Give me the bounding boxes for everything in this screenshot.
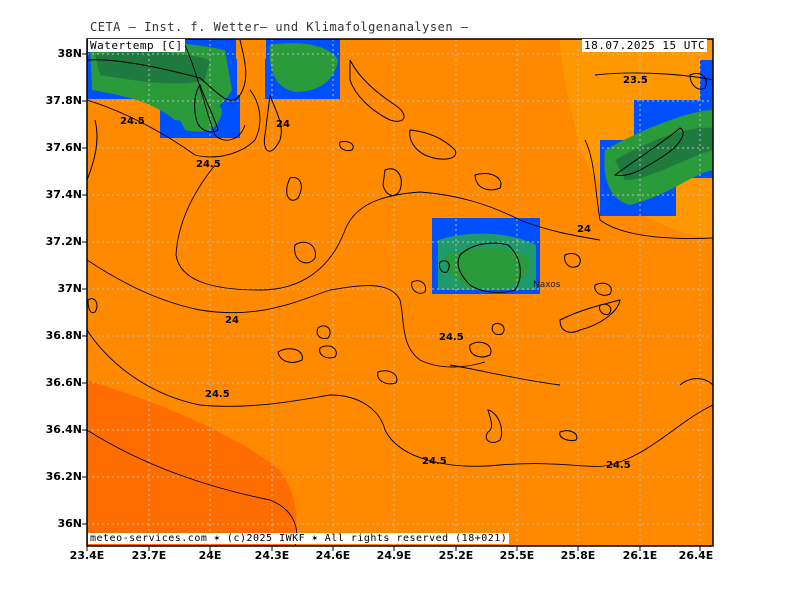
map-frame <box>86 38 714 547</box>
lat-label: 37N <box>57 282 82 295</box>
lat-label: 36.8N <box>45 329 82 342</box>
contour-label: 24 <box>276 119 290 130</box>
contour-label: 24.5 <box>422 456 447 467</box>
lon-label: 23.4E <box>69 549 105 562</box>
lat-label: 36N <box>57 517 82 530</box>
lon-label: 25.5E <box>499 549 535 562</box>
lon-label: 24.3E <box>254 549 290 562</box>
chart-title: CETA — Inst. f. Wetter— und Klimafolgena… <box>90 20 469 34</box>
axis-ticks <box>82 53 701 551</box>
lon-label: 24.6E <box>315 549 351 562</box>
lat-label: 38N <box>57 47 82 60</box>
footer-credit: meteo-services.com ✶ (c)2025 IWKF ✶ All … <box>88 533 510 544</box>
contour-label: 24.5 <box>196 159 221 170</box>
grid-lines <box>87 39 713 546</box>
lon-label: 25.8E <box>560 549 596 562</box>
isotherms <box>87 44 713 546</box>
lat-label: 37.2N <box>45 235 82 248</box>
parameter-label: Watertemp [C] <box>88 39 185 52</box>
contour-label: 23.5 <box>623 75 648 86</box>
lon-label: 24.9E <box>376 549 412 562</box>
contour-label: 24.5 <box>205 389 230 400</box>
lon-label: 23.7E <box>131 549 167 562</box>
lon-label: 26.4E <box>678 549 714 562</box>
lat-label: 37.4N <box>45 188 82 201</box>
lat-label: 36.4N <box>45 423 82 436</box>
lat-label: 37.8N <box>45 94 82 107</box>
lon-label: 24E <box>198 549 222 562</box>
lat-label: 36.2N <box>45 470 82 483</box>
datetime-label: 18.07.2025 15 UTC <box>582 39 708 52</box>
contour-label: 24.5 <box>606 460 631 471</box>
coastlines <box>87 39 713 443</box>
lon-label: 26.1E <box>622 549 658 562</box>
lon-label: 25.2E <box>438 549 474 562</box>
lat-label: 37.6N <box>45 141 82 154</box>
place-label-naxos: Naxos <box>533 280 561 290</box>
contour-label: 24.5 <box>439 332 464 343</box>
land-andros <box>265 39 340 99</box>
contour-label: 24 <box>225 315 239 326</box>
contour-label: 24 <box>577 224 591 235</box>
warm-zone <box>87 380 297 546</box>
land-naxos <box>432 218 540 294</box>
contour-label: 24.5 <box>120 116 145 127</box>
lat-label: 36.6N <box>45 376 82 389</box>
